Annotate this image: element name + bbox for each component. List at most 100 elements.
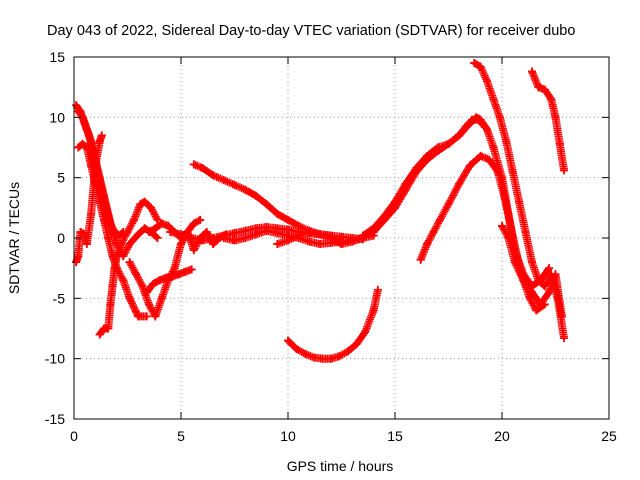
data-point — [119, 276, 128, 285]
series-arc-13 — [284, 285, 382, 363]
data-point — [500, 191, 509, 200]
data-point — [472, 113, 481, 122]
data-point — [435, 215, 444, 224]
data-point — [292, 345, 301, 354]
data-point — [433, 147, 442, 156]
x-tick-label: 5 — [177, 428, 185, 444]
data-point — [151, 224, 160, 233]
data-point — [164, 221, 173, 230]
data-point — [129, 215, 138, 224]
data-point — [284, 215, 292, 224]
data-point — [87, 137, 96, 146]
data-layer — [72, 59, 569, 363]
data-point — [125, 258, 134, 267]
data-point — [305, 237, 314, 246]
data-point — [209, 234, 218, 242]
data-point — [504, 234, 513, 242]
data-point — [423, 155, 432, 164]
data-point — [536, 300, 545, 309]
y-tick-label: 0 — [57, 230, 65, 246]
data-point — [99, 215, 108, 224]
data-point — [361, 328, 370, 337]
x-tick-label: 20 — [494, 428, 510, 444]
data-point — [95, 330, 104, 339]
data-point — [104, 234, 113, 242]
series-arc-4 — [72, 131, 106, 267]
data-point — [476, 62, 485, 71]
x-tick-label: 10 — [280, 428, 296, 444]
data-point — [262, 226, 271, 235]
data-point — [483, 125, 492, 134]
data-point — [187, 265, 196, 274]
data-point — [373, 285, 382, 294]
data-point — [527, 67, 536, 76]
data-point — [72, 101, 81, 110]
data-point — [301, 349, 310, 358]
data-point — [95, 197, 104, 206]
data-point — [123, 227, 132, 236]
data-point — [262, 200, 271, 209]
data-point — [138, 282, 147, 291]
data-point — [125, 240, 134, 249]
data-point — [230, 229, 239, 238]
data-point — [540, 85, 549, 94]
data-point — [508, 167, 517, 176]
data-point — [343, 347, 352, 356]
data-point — [273, 229, 282, 238]
data-point — [80, 230, 89, 239]
data-point — [108, 282, 117, 291]
data-point — [521, 227, 530, 236]
y-tick-label: 15 — [49, 49, 65, 65]
data-point — [555, 139, 564, 148]
data-point — [444, 200, 453, 209]
data-point — [510, 258, 519, 267]
data-point — [498, 221, 506, 230]
data-point — [284, 336, 292, 345]
data-point — [74, 252, 83, 261]
data-point — [168, 272, 177, 281]
data-point — [369, 306, 378, 315]
data-point — [196, 215, 205, 224]
data-point — [489, 143, 498, 152]
data-point — [74, 143, 83, 152]
series-arc-18 — [498, 221, 566, 321]
data-point — [95, 137, 104, 146]
data-point — [273, 240, 282, 249]
y-axis-label: SDTVAR / TECUs — [6, 182, 22, 294]
data-point — [97, 131, 106, 140]
data-point — [241, 234, 250, 242]
data-point — [106, 300, 115, 309]
data-point — [318, 354, 327, 363]
data-point — [326, 354, 335, 363]
data-point — [136, 200, 145, 209]
data-point — [151, 312, 160, 321]
data-point — [476, 151, 485, 160]
data-point — [485, 155, 494, 164]
data-point — [470, 59, 479, 68]
y-tick-label: 5 — [57, 170, 65, 186]
data-point — [144, 227, 153, 236]
data-point — [527, 288, 536, 297]
data-point — [560, 166, 569, 175]
data-point — [187, 234, 196, 242]
data-point — [429, 227, 438, 236]
data-point — [147, 203, 156, 212]
data-point — [125, 294, 134, 303]
data-point — [416, 255, 425, 264]
data-point — [273, 209, 282, 218]
data-point — [444, 139, 453, 148]
data-point — [149, 279, 158, 288]
data-point — [166, 227, 175, 236]
data-point — [476, 115, 485, 124]
y-tick-label: -15 — [45, 411, 65, 427]
data-point — [82, 143, 91, 152]
data-point — [157, 219, 166, 228]
data-point — [78, 139, 87, 148]
data-point — [241, 226, 250, 235]
y-tick-label: -5 — [53, 290, 66, 306]
data-point — [465, 119, 474, 128]
data-point — [489, 95, 498, 104]
data-point — [219, 234, 228, 242]
data-point — [241, 185, 250, 194]
